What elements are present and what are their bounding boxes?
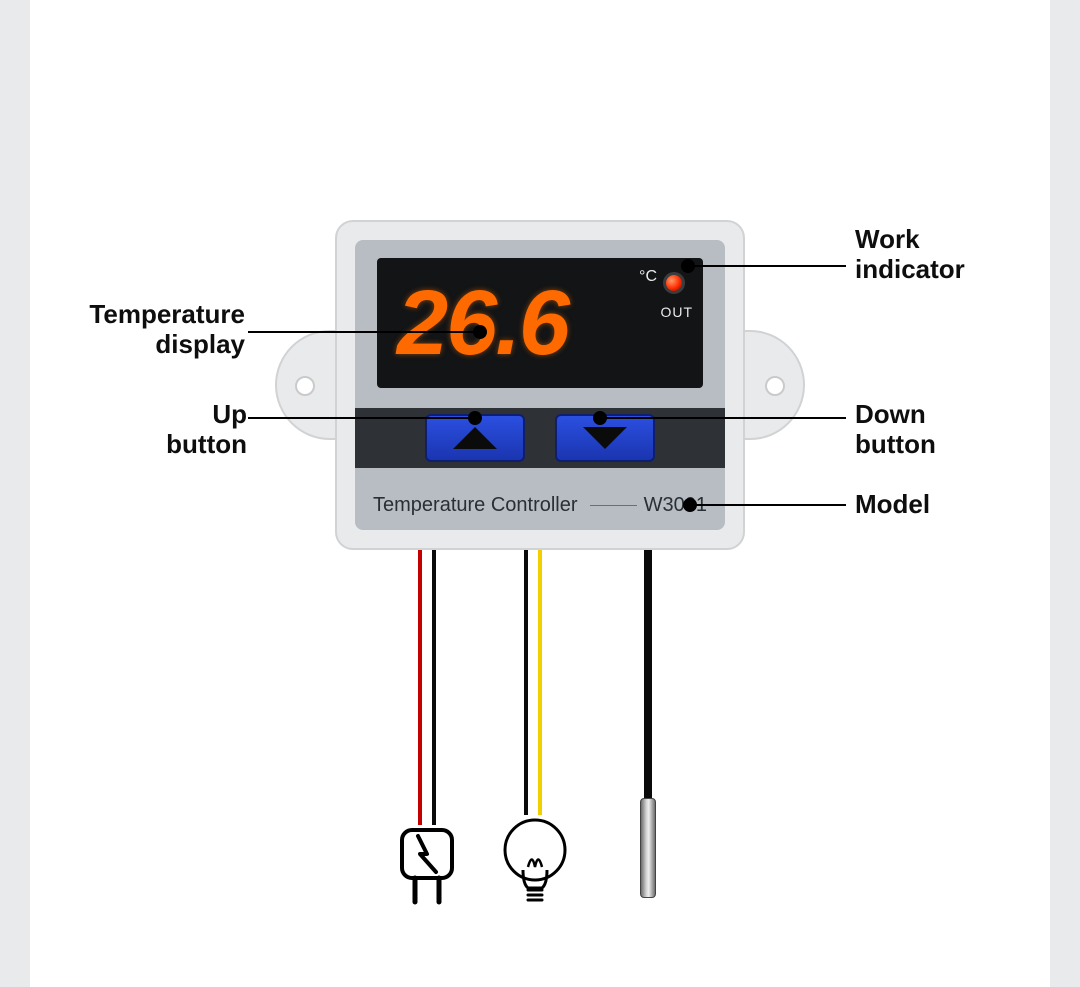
- diagram-canvas: 26.6 °C OUT Temperature Controller W3001…: [30, 0, 1050, 987]
- callout-line: [248, 417, 475, 419]
- wire-sensor: [644, 550, 652, 800]
- temperature-value: 26.6: [397, 266, 627, 380]
- temperature-probe: [640, 798, 656, 898]
- callout-line: [248, 331, 480, 333]
- work-indicator-led: [663, 272, 685, 294]
- page-edge-left: [0, 0, 30, 987]
- wire-power-red: [418, 550, 422, 825]
- bulb-icon: [498, 812, 573, 912]
- callout-line: [600, 417, 846, 419]
- out-label: OUT: [660, 304, 693, 320]
- controller-device: 26.6 °C OUT Temperature Controller W3001: [285, 220, 795, 550]
- label-model: Model: [855, 490, 930, 520]
- label-down-button: Downbutton: [855, 400, 936, 460]
- wire-power-black: [432, 550, 436, 825]
- label-work-indicator: Workindicator: [855, 225, 965, 285]
- device-face: 26.6 °C OUT Temperature Controller W3001: [355, 240, 725, 530]
- label-temperature-display: Temperaturedisplay: [55, 300, 245, 360]
- wire-load-yellow: [538, 550, 542, 815]
- arrow-down-icon: [583, 427, 627, 449]
- callout-line: [688, 265, 846, 267]
- callout-line: [690, 504, 846, 506]
- wire-load-black: [524, 550, 528, 815]
- device-title: Temperature Controller: [373, 494, 578, 517]
- device-footer: Temperature Controller W3001: [355, 480, 725, 530]
- page-edge-right: [1050, 0, 1080, 987]
- lcd-screen: 26.6 °C OUT: [377, 258, 703, 388]
- plug-icon: [390, 820, 465, 910]
- arrow-up-icon: [453, 427, 497, 449]
- label-up-button: Upbutton: [137, 400, 247, 460]
- temperature-unit: °C: [639, 268, 657, 286]
